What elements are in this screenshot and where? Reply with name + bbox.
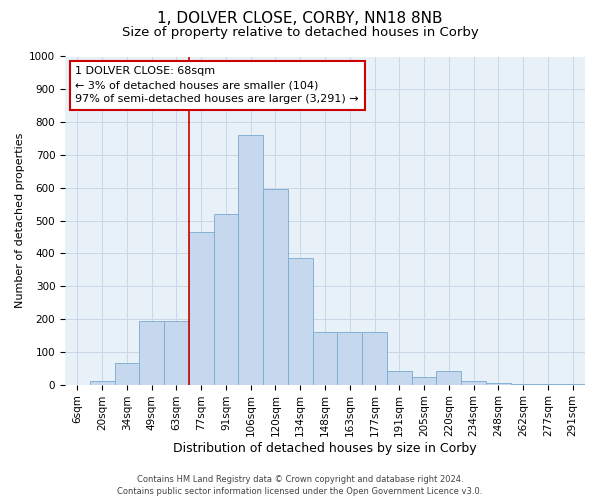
X-axis label: Distribution of detached houses by size in Corby: Distribution of detached houses by size …: [173, 442, 477, 455]
Bar: [115, 364, 139, 384]
Bar: [164, 320, 189, 384]
Y-axis label: Number of detached properties: Number of detached properties: [15, 133, 25, 308]
Bar: [362, 332, 387, 384]
Text: 1 DOLVER CLOSE: 68sqm
← 3% of detached houses are smaller (104)
97% of semi-deta: 1 DOLVER CLOSE: 68sqm ← 3% of detached h…: [76, 66, 359, 104]
Bar: [387, 372, 412, 384]
Bar: [461, 382, 486, 384]
Text: Contains HM Land Registry data © Crown copyright and database right 2024.
Contai: Contains HM Land Registry data © Crown c…: [118, 474, 482, 496]
Bar: [139, 320, 164, 384]
Bar: [486, 383, 511, 384]
Text: 1, DOLVER CLOSE, CORBY, NN18 8NB: 1, DOLVER CLOSE, CORBY, NN18 8NB: [157, 11, 443, 26]
Bar: [189, 232, 214, 384]
Bar: [214, 214, 238, 384]
Bar: [313, 332, 337, 384]
Bar: [412, 378, 436, 384]
Bar: [288, 258, 313, 384]
Bar: [436, 371, 461, 384]
Bar: [263, 190, 288, 384]
Text: Size of property relative to detached houses in Corby: Size of property relative to detached ho…: [122, 26, 478, 39]
Bar: [90, 382, 115, 384]
Bar: [238, 135, 263, 384]
Bar: [337, 332, 362, 384]
